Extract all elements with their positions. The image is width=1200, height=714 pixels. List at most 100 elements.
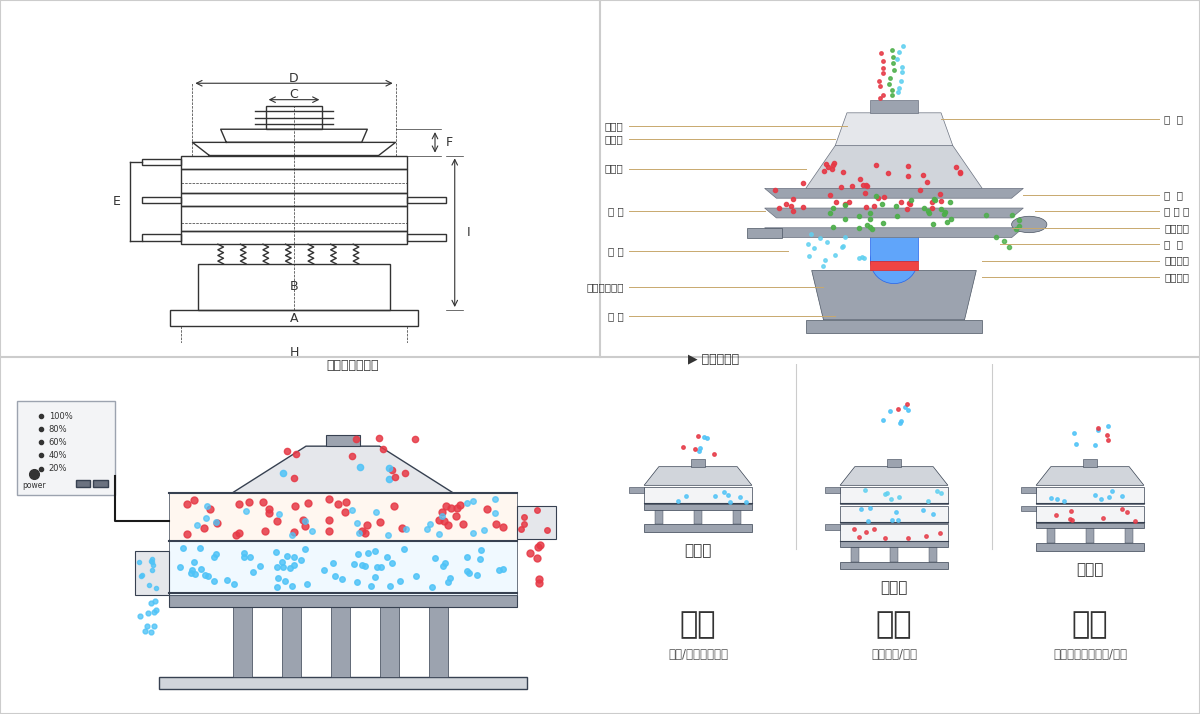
Bar <box>170 310 418 326</box>
Polygon shape <box>840 467 948 486</box>
Text: 80%: 80% <box>49 425 67 434</box>
Text: 运输固定螺栓: 运输固定螺栓 <box>586 282 624 292</box>
Bar <box>142 196 181 203</box>
Text: 防尘盖: 防尘盖 <box>605 134 624 144</box>
Bar <box>325 435 360 446</box>
Text: 三层式: 三层式 <box>881 580 907 595</box>
Text: 去除液体中的颗粒/异物: 去除液体中的颗粒/异物 <box>1054 648 1127 661</box>
Bar <box>233 603 252 678</box>
Bar <box>644 487 752 504</box>
Text: 外形尺寸示意图: 外形尺寸示意图 <box>326 359 379 372</box>
Polygon shape <box>835 113 953 146</box>
Bar <box>134 550 169 595</box>
Bar <box>181 231 407 244</box>
Bar <box>1021 506 1036 511</box>
Text: ▶ 结构示意图: ▶ 结构示意图 <box>689 353 739 366</box>
Text: 40%: 40% <box>49 451 67 460</box>
Bar <box>169 539 517 595</box>
Text: 筛  盘: 筛 盘 <box>1164 239 1183 249</box>
Bar <box>1082 459 1097 467</box>
Bar <box>644 504 752 510</box>
Text: 加 重 块: 加 重 块 <box>1164 206 1189 216</box>
Bar <box>282 603 301 678</box>
Text: B: B <box>289 281 299 293</box>
Ellipse shape <box>870 238 918 283</box>
Bar <box>851 547 859 562</box>
Bar <box>1086 528 1094 543</box>
Bar <box>517 506 556 539</box>
Bar <box>1021 487 1036 493</box>
Bar <box>428 603 448 678</box>
Polygon shape <box>764 208 1024 218</box>
Bar <box>733 510 742 525</box>
Polygon shape <box>644 467 752 486</box>
Polygon shape <box>764 228 1024 238</box>
Text: 出料口: 出料口 <box>605 164 624 174</box>
Bar <box>644 525 752 532</box>
Bar <box>691 459 706 467</box>
Text: power: power <box>23 481 46 490</box>
Text: 过滤: 过滤 <box>876 610 912 640</box>
Text: 下部重锤: 下部重锤 <box>1164 272 1189 282</box>
Text: 上部重锤: 上部重锤 <box>1164 223 1189 233</box>
Bar <box>330 603 350 678</box>
Bar <box>629 487 644 493</box>
Bar <box>76 480 90 487</box>
Text: F: F <box>445 136 452 149</box>
Bar <box>1036 506 1144 523</box>
Text: H: H <box>289 346 299 359</box>
Text: 20%: 20% <box>49 464 67 473</box>
Text: 除杂: 除杂 <box>1072 610 1109 640</box>
Bar <box>266 106 323 129</box>
Bar <box>840 525 948 541</box>
Bar <box>826 525 840 530</box>
Bar <box>929 547 937 562</box>
Bar <box>840 506 948 523</box>
Bar <box>407 196 446 203</box>
Bar <box>840 541 948 547</box>
Bar <box>655 510 662 525</box>
Text: 进料口: 进料口 <box>605 121 624 131</box>
Polygon shape <box>811 271 977 320</box>
Ellipse shape <box>1012 216 1046 233</box>
Text: 100%: 100% <box>49 412 72 421</box>
Text: 60%: 60% <box>49 438 67 447</box>
Bar <box>142 159 181 166</box>
Bar <box>870 231 918 261</box>
Bar <box>181 193 407 206</box>
Bar <box>870 100 918 113</box>
Text: 筛  网: 筛 网 <box>1164 114 1183 124</box>
Bar <box>169 595 517 606</box>
Bar <box>142 234 181 241</box>
Text: 网  架: 网 架 <box>1164 190 1183 200</box>
Bar <box>1036 523 1144 528</box>
Bar <box>1126 528 1133 543</box>
Bar <box>181 156 407 169</box>
Bar <box>887 459 901 467</box>
Text: D: D <box>289 72 299 85</box>
Bar <box>882 251 892 277</box>
Bar <box>746 228 782 238</box>
Text: 振动电机: 振动电机 <box>1164 256 1189 266</box>
Text: E: E <box>113 195 120 208</box>
Bar <box>407 234 446 241</box>
Bar <box>379 603 400 678</box>
Polygon shape <box>1036 467 1144 486</box>
Polygon shape <box>233 446 454 493</box>
Text: I: I <box>467 226 470 239</box>
Bar <box>890 547 898 562</box>
Bar <box>1036 487 1144 504</box>
Bar <box>181 206 407 231</box>
Bar <box>17 401 115 495</box>
Polygon shape <box>764 188 1024 198</box>
Text: 束 环: 束 环 <box>607 206 624 216</box>
Text: 弹 簧: 弹 簧 <box>607 246 624 256</box>
Text: 单层式: 单层式 <box>684 543 712 558</box>
Bar <box>169 493 517 541</box>
Text: 去除异物/结块: 去除异物/结块 <box>871 648 917 661</box>
Text: 颗粒/粉末准确分级: 颗粒/粉末准确分级 <box>668 648 728 661</box>
Bar <box>870 261 918 271</box>
Bar <box>1036 543 1144 550</box>
Text: 分级: 分级 <box>679 610 716 640</box>
Text: A: A <box>289 311 299 325</box>
